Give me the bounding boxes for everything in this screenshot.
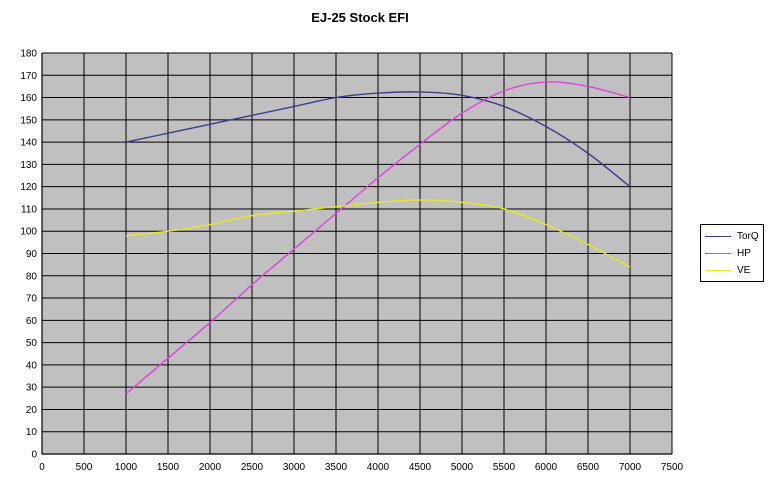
x-tick-label: 500 <box>76 462 93 473</box>
legend-label: HP <box>737 248 751 259</box>
y-tick-label: 180 <box>20 49 37 60</box>
y-tick-label: 170 <box>20 71 37 82</box>
x-tick-label: 2500 <box>241 462 264 473</box>
y-tick-label: 20 <box>26 405 38 416</box>
y-tick-label: 120 <box>20 182 37 193</box>
x-tick-label: 4500 <box>409 462 432 473</box>
y-tick-label: 50 <box>26 338 38 349</box>
legend-item-hp: HP <box>705 245 759 262</box>
y-tick-label: 40 <box>26 360 38 371</box>
y-tick-label: 110 <box>21 204 37 215</box>
y-tick-label: 70 <box>26 294 38 305</box>
legend: TorQ HP VE <box>700 224 764 282</box>
x-tick-label: 4000 <box>367 462 390 473</box>
x-tick-label: 2000 <box>199 462 222 473</box>
legend-item-ve: VE <box>705 262 759 279</box>
x-tick-label: 5500 <box>493 462 516 473</box>
axes <box>41 53 672 455</box>
x-tick-label: 3000 <box>283 462 306 473</box>
x-tick-label: 0 <box>39 462 45 473</box>
y-tick-label: 0 <box>31 450 37 461</box>
x-tick-label: 1500 <box>157 462 180 473</box>
x-tick-label: 3500 <box>325 462 348 473</box>
legend-swatch <box>705 270 731 271</box>
y-tick-label: 100 <box>20 227 37 238</box>
y-tick-label: 80 <box>26 271 38 282</box>
series-line-hp <box>125 81 631 395</box>
tick-labels: 0 10 20 30 40 50 60 70 80 90 100 110 120 130 140 150 160… <box>20 49 683 474</box>
series-line-torq <box>125 91 631 188</box>
y-tick-label: 60 <box>26 316 38 327</box>
y-tick-label: 10 <box>26 427 38 438</box>
chart-title: EJ-25 Stock EFI <box>311 10 409 25</box>
legend-label: TorQ <box>737 231 759 242</box>
series-line-ve <box>125 199 631 268</box>
legend-label: VE <box>737 265 751 276</box>
y-tick-label: 140 <box>20 138 37 149</box>
x-tick-label: 1000 <box>115 462 138 473</box>
x-tick-label: 7000 <box>619 462 642 473</box>
x-tick-label: 6500 <box>577 462 600 473</box>
x-tick-label: 6000 <box>535 462 558 473</box>
y-tick-label: 30 <box>26 383 38 394</box>
x-tick-label: 7500 <box>661 462 684 473</box>
legend-swatch <box>705 236 731 237</box>
y-tick-label: 130 <box>20 160 37 171</box>
y-tick-label: 150 <box>20 115 37 126</box>
series-lines <box>125 81 631 395</box>
y-tick-label: 160 <box>20 93 37 104</box>
legend-swatch <box>705 253 731 254</box>
y-tick-label: 90 <box>26 249 38 260</box>
x-tick-label: 5000 <box>451 462 474 473</box>
legend-item-torq: TorQ <box>705 228 759 245</box>
